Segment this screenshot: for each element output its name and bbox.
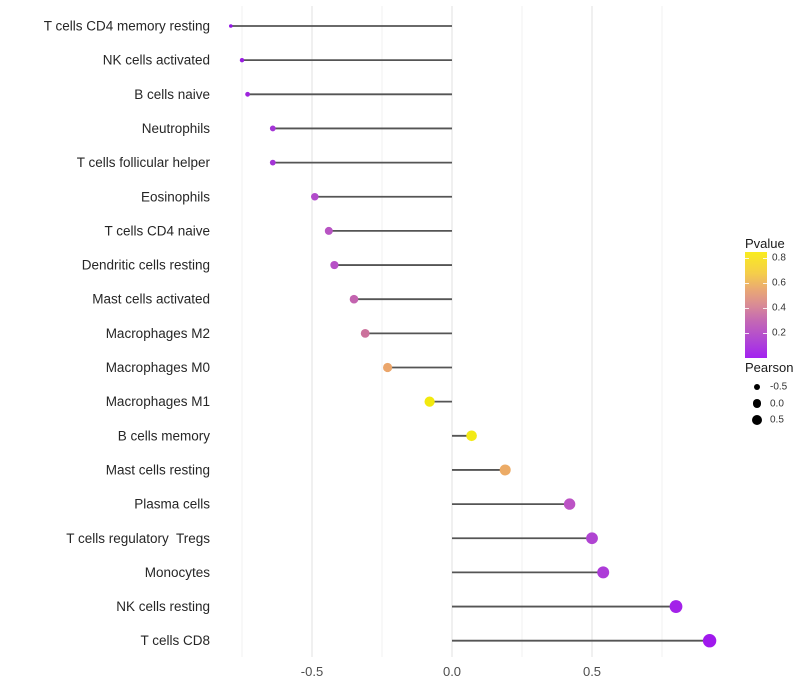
pvalue-colorbar bbox=[745, 252, 767, 358]
pearson-legend-title: Pearson bbox=[745, 360, 794, 375]
lollipop-dot bbox=[229, 24, 233, 28]
pvalue-colorbar-tick-mark bbox=[763, 258, 767, 260]
lollipop-dot bbox=[702, 634, 717, 648]
lollipop-dot bbox=[597, 566, 610, 579]
x-tick-label: -0.5 bbox=[300, 664, 324, 679]
x-tick-label: 0.5 bbox=[582, 664, 602, 679]
lollipop-dot bbox=[269, 125, 276, 132]
lollipop-dot bbox=[311, 192, 319, 201]
cell-type-label: Macrophages M0 bbox=[106, 360, 210, 375]
cell-type-label: NK cells resting bbox=[116, 599, 210, 614]
pvalue-legend-title: Pvalue bbox=[745, 236, 785, 251]
pvalue-tick-label: 0.6 bbox=[772, 277, 786, 289]
cell-type-label: B cells naive bbox=[134, 87, 210, 102]
cell-type-label: Neutrophils bbox=[142, 121, 211, 136]
lollipop-dot bbox=[330, 260, 339, 270]
lollipop-dot bbox=[349, 294, 359, 304]
cell-type-label: T cells regulatory Tregs bbox=[66, 531, 210, 546]
cell-type-label: T cells follicular helper bbox=[77, 155, 211, 170]
cell-type-label: Macrophages M1 bbox=[106, 394, 210, 409]
pvalue-colorbar-tick-mark bbox=[745, 308, 749, 310]
lollipop-dot bbox=[466, 430, 477, 442]
lollipop-dot bbox=[586, 532, 598, 545]
pvalue-tick-label: 0.4 bbox=[772, 302, 786, 314]
x-tick-label: 0.0 bbox=[442, 664, 462, 679]
cell-type-label: B cells memory bbox=[118, 428, 211, 443]
lollipop-dot bbox=[245, 91, 251, 97]
cell-type-label: Mast cells resting bbox=[106, 462, 210, 477]
cell-type-label: Eosinophils bbox=[141, 189, 210, 204]
pearson-legend-label: 0.5 bbox=[770, 414, 784, 426]
lollipop-dot bbox=[239, 57, 245, 63]
pvalue-colorbar-tick-mark bbox=[763, 333, 767, 335]
lollipop-dot bbox=[324, 226, 333, 235]
pearson-legend-dot bbox=[752, 399, 762, 408]
lollipop-dot bbox=[269, 159, 276, 166]
pvalue-colorbar-tick-mark bbox=[763, 283, 767, 285]
lollipop-dot bbox=[424, 396, 435, 407]
cell-type-label: NK cells activated bbox=[103, 53, 210, 68]
pvalue-colorbar-tick-mark bbox=[745, 283, 749, 285]
pvalue-colorbar-tick-mark bbox=[745, 258, 749, 260]
pvalue-tick-label: 0.2 bbox=[772, 327, 786, 339]
cell-type-label: Plasma cells bbox=[134, 497, 210, 512]
pvalue-colorbar-tick-mark bbox=[763, 308, 767, 310]
pearson-legend-label: -0.5 bbox=[770, 381, 788, 393]
lollipop-dot bbox=[669, 600, 683, 613]
cell-type-label: Monocytes bbox=[145, 565, 211, 580]
pearson-legend-label: 0.0 bbox=[770, 398, 784, 409]
cell-type-label: Dendritic cells resting bbox=[82, 258, 210, 273]
lollipop-dot bbox=[563, 498, 576, 510]
lollipop-dot bbox=[383, 362, 393, 373]
pvalue-colorbar-tick-mark bbox=[745, 333, 749, 335]
cell-type-label: T cells CD8 bbox=[140, 633, 210, 648]
pvalue-tick-label: 0.8 bbox=[772, 252, 786, 264]
cell-type-label: T cells CD4 naive bbox=[104, 223, 210, 238]
pearson-legend-dot bbox=[751, 414, 763, 426]
cell-type-label: Macrophages M2 bbox=[106, 326, 210, 341]
cell-type-label: Mast cells activated bbox=[92, 292, 210, 307]
pearson-legend-dot bbox=[753, 383, 761, 391]
lollipop-dot bbox=[499, 464, 511, 476]
lollipop-dot bbox=[360, 328, 370, 338]
cell-type-label: T cells CD4 memory resting bbox=[44, 19, 210, 34]
